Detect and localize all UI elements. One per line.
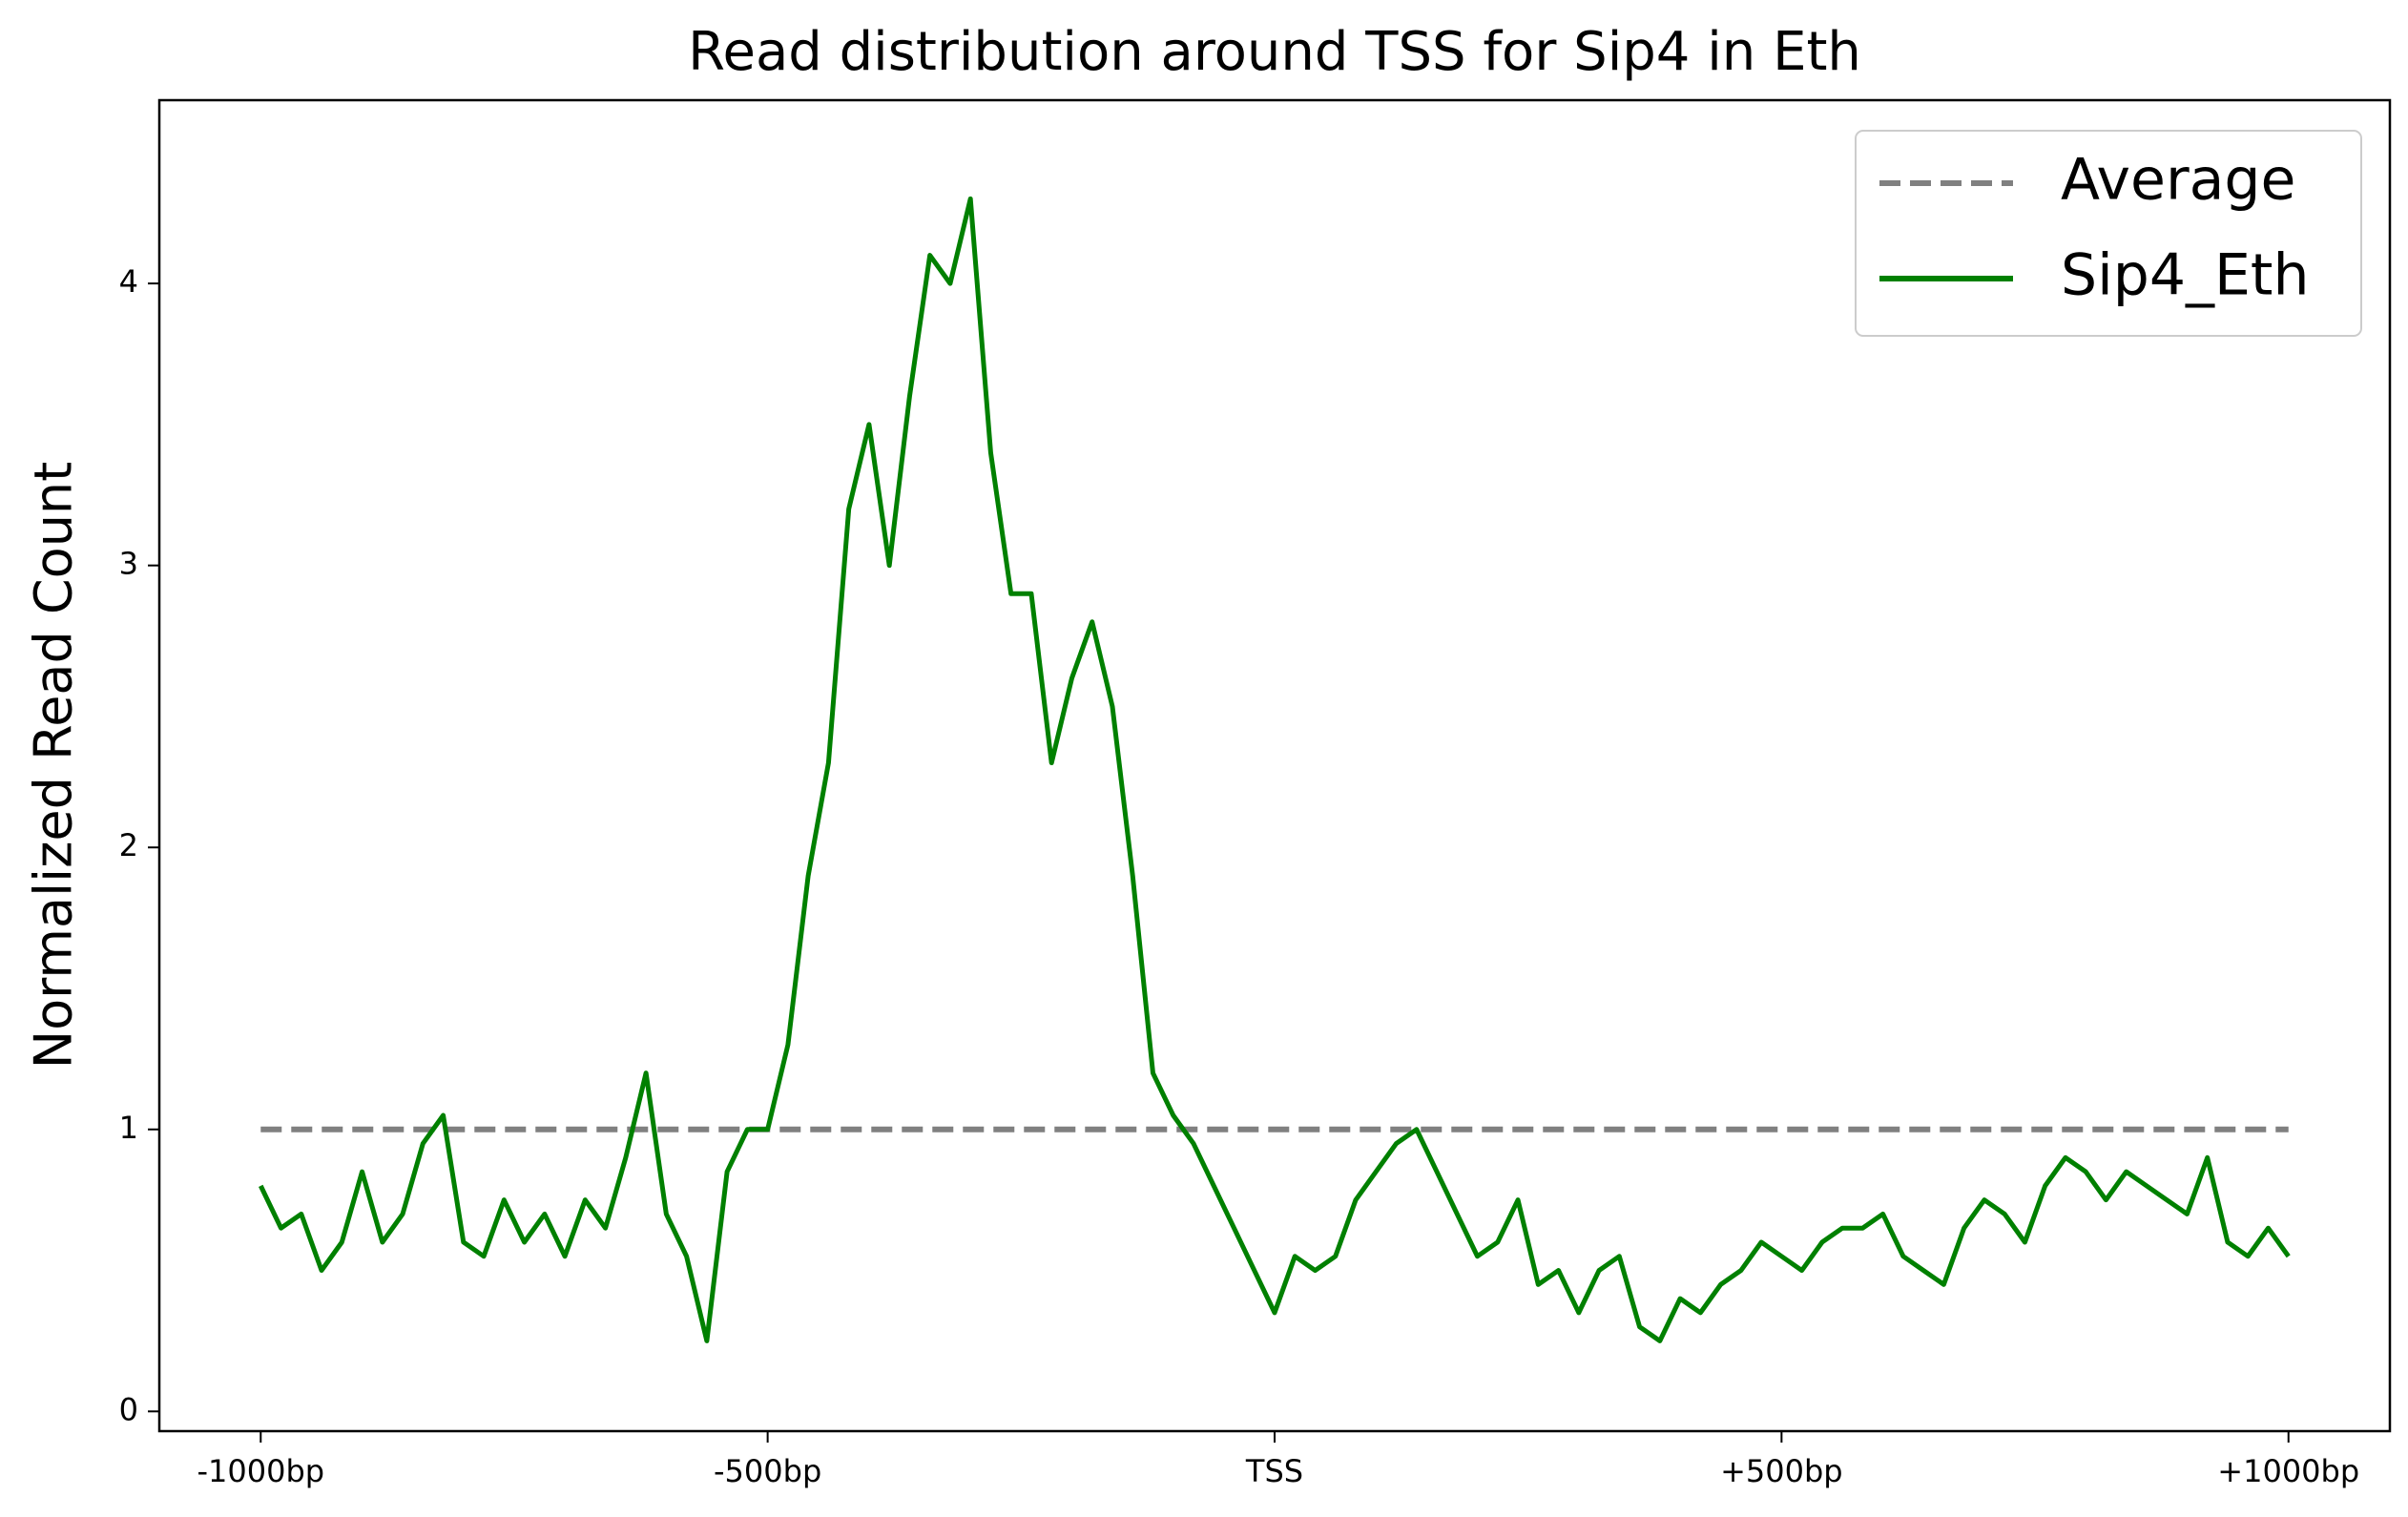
x-tick-label: +1000bp — [2217, 1453, 2359, 1489]
legend-label: Sip4_Eth — [2061, 242, 2309, 309]
x-tick-label: +500bp — [1720, 1453, 1843, 1489]
y-tick-label: 1 — [119, 1110, 138, 1146]
x-tick-label: TSS — [1245, 1453, 1303, 1489]
legend-label: Average — [2061, 147, 2295, 214]
chart-title: Read distribution around TSS for Sip4 in… — [688, 21, 1861, 83]
y-tick-label: 4 — [119, 263, 138, 300]
x-tick-label: -1000bp — [197, 1453, 324, 1489]
x-tick-label: -500bp — [714, 1453, 821, 1489]
y-tick-label: 3 — [119, 546, 138, 582]
data-line — [259, 196, 2291, 1343]
y-tick-label: 0 — [119, 1391, 138, 1427]
y-tick-label: 2 — [119, 827, 138, 863]
y-axis-label: Normalized Read Count — [24, 462, 84, 1070]
